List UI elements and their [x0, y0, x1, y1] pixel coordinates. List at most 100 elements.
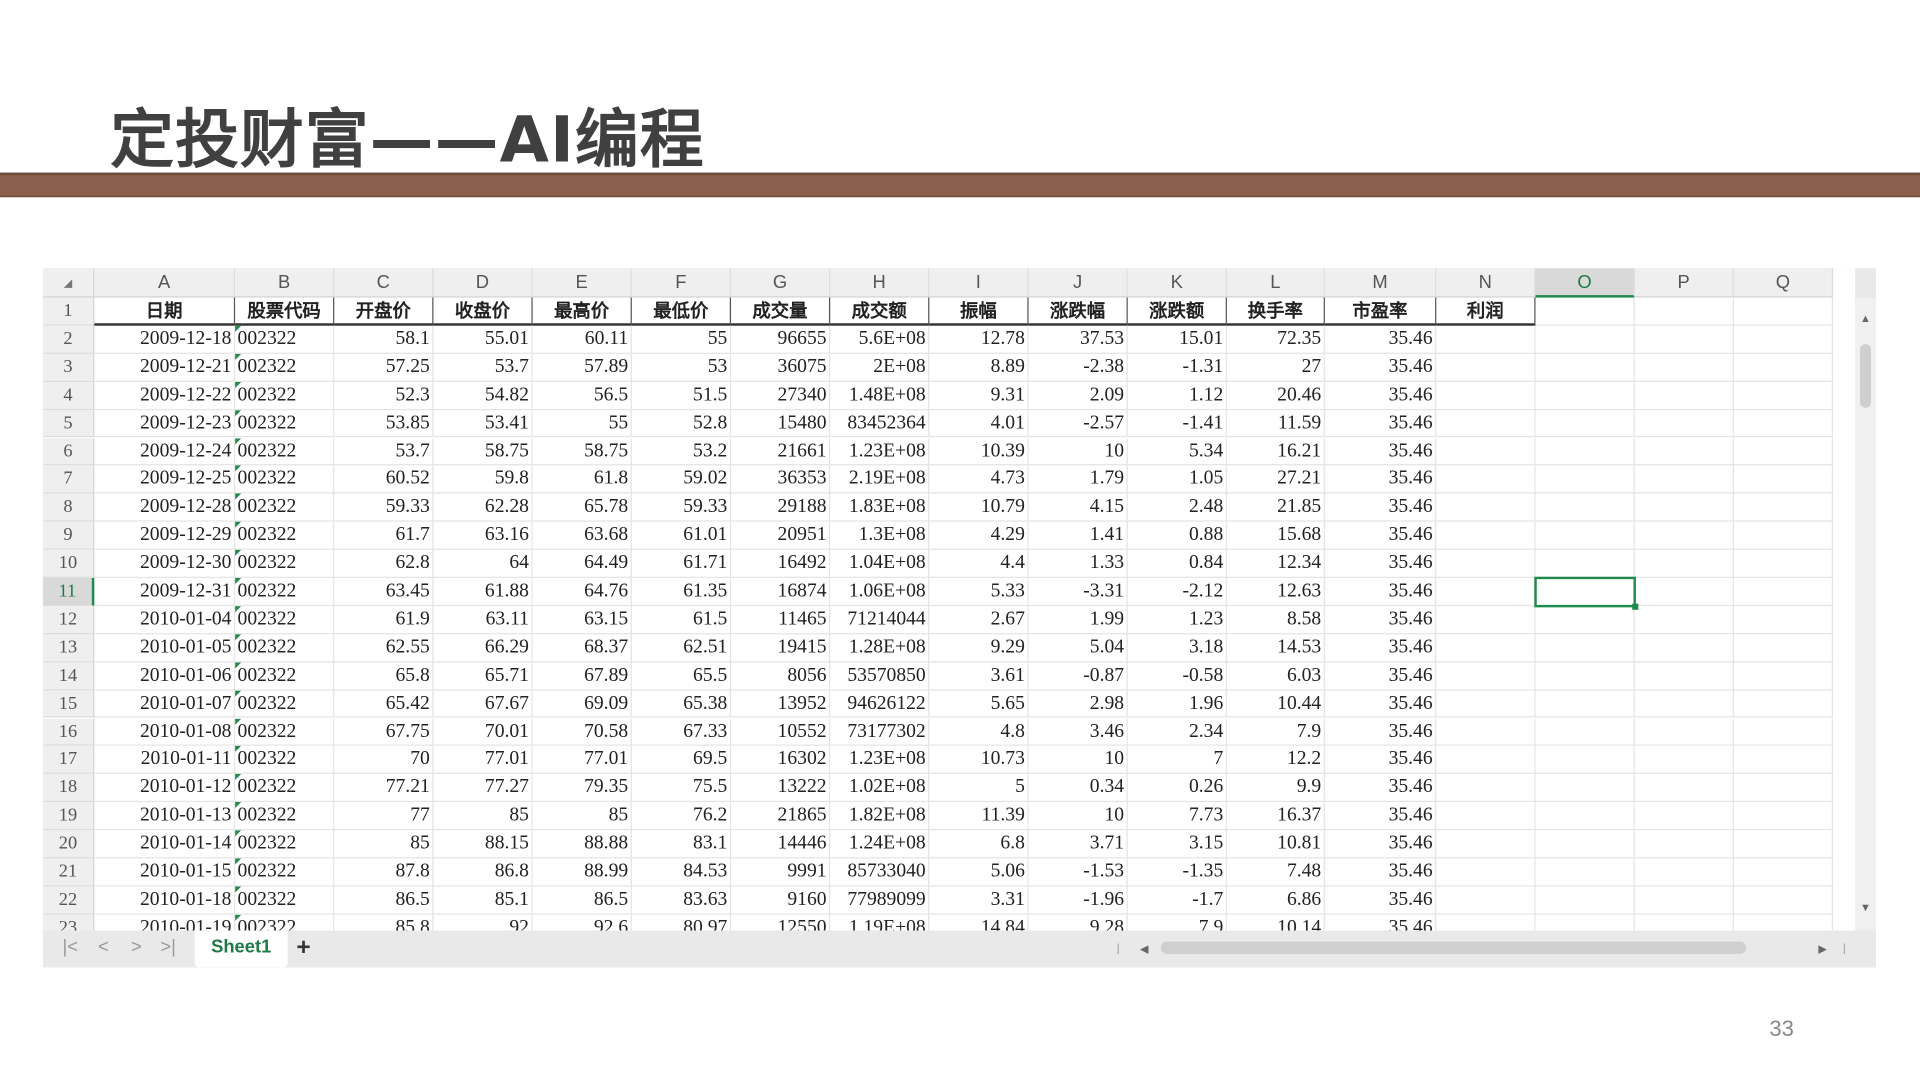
- table-cell[interactable]: 53.7: [334, 437, 434, 466]
- row-header-22[interactable]: 22: [42, 886, 95, 915]
- table-cell[interactable]: 57.25: [334, 353, 434, 382]
- row-header-13[interactable]: 13: [42, 634, 95, 663]
- table-cell[interactable]: 36353: [731, 465, 831, 494]
- table-cell[interactable]: 21661: [731, 437, 831, 466]
- table-cell[interactable]: 77989099: [830, 886, 930, 915]
- table-cell[interactable]: [1634, 634, 1734, 663]
- table-cell[interactable]: 35.46: [1324, 886, 1437, 915]
- header-cell[interactable]: [1535, 297, 1635, 326]
- table-cell[interactable]: 54.82: [433, 381, 533, 410]
- table-cell[interactable]: 0.26: [1127, 774, 1227, 803]
- table-cell[interactable]: 70.01: [433, 718, 533, 747]
- table-cell[interactable]: 11.39: [929, 802, 1029, 831]
- table-cell[interactable]: 5.65: [929, 690, 1029, 719]
- table-cell[interactable]: 15480: [731, 409, 831, 438]
- table-cell[interactable]: 65.5: [631, 662, 732, 691]
- table-cell[interactable]: 53.7: [433, 353, 533, 382]
- table-cell[interactable]: 002322: [235, 662, 335, 691]
- table-cell[interactable]: 2.34: [1127, 718, 1227, 747]
- scroll-down-icon[interactable]: ▼: [1860, 901, 1871, 914]
- table-cell[interactable]: 13222: [731, 774, 831, 803]
- row-header-12[interactable]: 12: [42, 605, 95, 635]
- table-cell[interactable]: 1.12: [1127, 381, 1227, 410]
- header-cell[interactable]: 成交量: [731, 297, 831, 326]
- table-cell[interactable]: 67.67: [433, 690, 533, 719]
- column-header-m[interactable]: M: [1324, 268, 1437, 298]
- table-cell[interactable]: 51.5: [631, 381, 732, 410]
- table-cell[interactable]: [1733, 774, 1834, 803]
- row-header-6[interactable]: 6: [42, 437, 95, 466]
- table-cell[interactable]: 79.35: [532, 774, 632, 803]
- table-cell[interactable]: 002322: [235, 409, 335, 438]
- table-cell[interactable]: 35.46: [1324, 465, 1437, 494]
- table-cell[interactable]: 67.89: [532, 662, 632, 691]
- table-cell[interactable]: 5.34: [1127, 437, 1227, 466]
- table-cell[interactable]: 35.46: [1324, 325, 1437, 354]
- table-cell[interactable]: 5.04: [1028, 634, 1128, 663]
- table-cell[interactable]: 35.46: [1324, 353, 1437, 382]
- table-cell[interactable]: 0.84: [1127, 549, 1227, 578]
- table-cell[interactable]: [1436, 634, 1536, 663]
- table-cell[interactable]: 63.11: [433, 605, 533, 635]
- table-cell[interactable]: [1535, 746, 1635, 775]
- table-cell[interactable]: 77: [334, 802, 434, 831]
- header-cell[interactable]: 最高价: [532, 297, 632, 326]
- table-cell[interactable]: 2009-12-18: [94, 325, 236, 354]
- table-cell[interactable]: 1.23E+08: [830, 746, 930, 775]
- row-header-2[interactable]: 2: [42, 325, 95, 354]
- table-cell[interactable]: 35.46: [1324, 690, 1437, 719]
- table-cell[interactable]: 83.63: [631, 886, 732, 915]
- table-cell[interactable]: 62.28: [433, 493, 533, 522]
- table-cell[interactable]: 10.79: [929, 493, 1029, 522]
- header-cell[interactable]: 涨跌幅: [1028, 297, 1128, 326]
- table-cell[interactable]: [1535, 549, 1635, 578]
- table-cell[interactable]: 94626122: [830, 690, 930, 719]
- scroll-up-icon[interactable]: ▲: [1860, 312, 1871, 325]
- table-cell[interactable]: [1733, 802, 1834, 831]
- table-cell[interactable]: 2.09: [1028, 381, 1128, 410]
- table-cell[interactable]: 88.99: [532, 858, 632, 887]
- table-cell[interactable]: -0.87: [1028, 662, 1128, 691]
- table-cell[interactable]: 88.88: [532, 830, 632, 859]
- table-cell[interactable]: 57.89: [532, 353, 632, 382]
- table-cell[interactable]: 35.46: [1324, 746, 1437, 775]
- table-cell[interactable]: 8056: [731, 662, 831, 691]
- table-cell[interactable]: 2010-01-08: [94, 718, 236, 747]
- table-cell[interactable]: [1733, 605, 1834, 635]
- row-header-23[interactable]: 23: [42, 914, 95, 931]
- table-cell[interactable]: -1.7: [1127, 886, 1227, 915]
- table-cell[interactable]: 85: [433, 802, 533, 831]
- table-cell[interactable]: [1634, 409, 1734, 438]
- row-header-15[interactable]: 15: [42, 690, 95, 719]
- table-cell[interactable]: 60.11: [532, 325, 632, 354]
- table-cell[interactable]: 59.8: [433, 465, 533, 494]
- table-cell[interactable]: 5.06: [929, 858, 1029, 887]
- header-cell[interactable]: 最低价: [631, 297, 732, 326]
- table-cell[interactable]: 002322: [235, 465, 335, 494]
- table-cell[interactable]: 53.85: [334, 409, 434, 438]
- table-cell[interactable]: 65.38: [631, 690, 732, 719]
- table-cell[interactable]: 5.6E+08: [830, 325, 930, 354]
- table-cell[interactable]: 35.46: [1324, 718, 1437, 747]
- table-cell[interactable]: 61.5: [631, 605, 732, 635]
- table-cell[interactable]: 4.73: [929, 465, 1029, 494]
- row-header-5[interactable]: 5: [42, 409, 95, 438]
- column-header-e[interactable]: E: [532, 268, 632, 298]
- table-cell[interactable]: 60.52: [334, 465, 434, 494]
- table-cell[interactable]: [1535, 886, 1635, 915]
- table-cell[interactable]: 86.5: [334, 886, 434, 915]
- table-cell[interactable]: [1634, 493, 1734, 522]
- table-cell[interactable]: 73177302: [830, 718, 930, 747]
- table-cell[interactable]: 35.46: [1324, 605, 1437, 635]
- table-cell[interactable]: 71214044: [830, 605, 930, 635]
- table-cell[interactable]: [1634, 465, 1734, 494]
- table-cell[interactable]: [1436, 662, 1536, 691]
- column-header-f[interactable]: F: [631, 268, 732, 298]
- table-cell[interactable]: [1535, 353, 1635, 382]
- table-cell[interactable]: [1733, 830, 1834, 859]
- table-cell[interactable]: 27.21: [1226, 465, 1325, 494]
- table-cell[interactable]: 61.35: [631, 577, 732, 606]
- table-cell[interactable]: 53.2: [631, 437, 732, 466]
- table-cell[interactable]: 002322: [235, 325, 335, 354]
- table-cell[interactable]: 35.46: [1324, 774, 1437, 803]
